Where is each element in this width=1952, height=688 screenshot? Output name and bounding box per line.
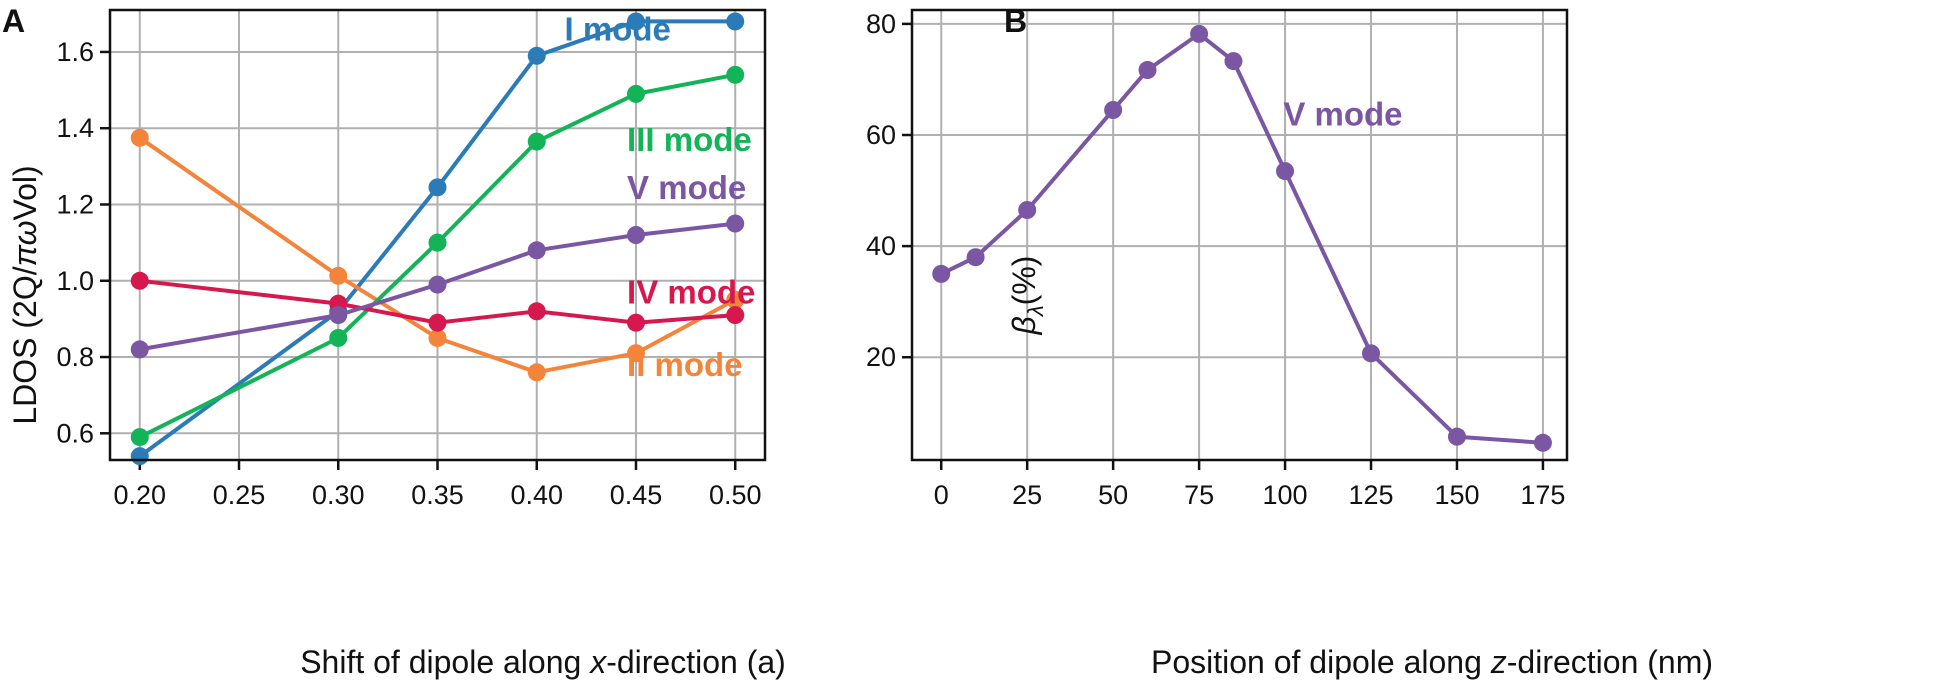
- x-axis-title-b: Position of dipole along z-direction (nm…: [1151, 644, 1713, 680]
- y-tick-label-b: 20: [866, 342, 896, 372]
- series-line-i-mode-a: [138, 19, 736, 458]
- x-tick-label-b: 175: [1520, 480, 1565, 510]
- panel-label-a: A: [2, 3, 25, 39]
- x-tick-label-a: 0.25: [213, 480, 266, 510]
- series-label-v-mode-a: V mode: [627, 169, 746, 206]
- data-point-i-mode-a: [726, 12, 745, 31]
- y-tick-label-a: 1.6: [56, 37, 94, 67]
- data-point-v-mode-a: [626, 226, 645, 244]
- data-point-ii-mode-a: [130, 128, 149, 147]
- x-tick-label-b: 125: [1348, 480, 1393, 510]
- data-point-iii-mode-a: [726, 65, 745, 84]
- data-point-v-mode-a: [527, 241, 546, 260]
- x-tick-label-b: 0: [934, 480, 949, 510]
- data-point-v-mode-b: [1104, 101, 1123, 119]
- y-tick-label-b: 40: [866, 231, 896, 261]
- x-tick-label-a: 0.50: [709, 480, 762, 510]
- data-point-v-mode-b: [966, 248, 985, 267]
- y-tick-label-b: 60: [866, 120, 896, 150]
- x-tick-label-b: 150: [1434, 480, 1479, 510]
- y-axis-title-a: LDOS (2Q/πωVol): [7, 165, 43, 424]
- data-point-iv-mode-a: [626, 313, 645, 332]
- data-point-v-mode-b: [1138, 61, 1157, 79]
- data-point-ii-mode-a: [329, 266, 348, 285]
- plot-frame-b: [910, 8, 1569, 462]
- data-point-iii-mode-a: [527, 132, 546, 151]
- series-line-v-mode-a: [139, 221, 736, 352]
- y-tick-label-a: 1.0: [56, 266, 94, 296]
- ticks-a: 0.20 0.25 0.30 0.35 0.40 0.45 0.50 0.6 0.8 1.0 1.2…: [56, 37, 761, 510]
- data-point-iii-mode-a: [130, 428, 149, 447]
- data-point-v-mode-b: [1190, 24, 1209, 43]
- data-point-v-mode-a: [130, 340, 149, 359]
- series-label-iii-mode-a: III mode: [627, 121, 752, 158]
- panel-label-b: B: [1004, 3, 1027, 39]
- data-point-i-mode-a: [626, 12, 645, 31]
- y-tick-label-a: 0.8: [56, 342, 94, 372]
- y-tick-label-a: 0.6: [56, 418, 94, 448]
- data-point-i-mode-a: [428, 178, 447, 197]
- series-b: V mode: [932, 24, 1552, 452]
- x-tick-label-a: 0.40: [510, 480, 563, 510]
- data-point-i-mode-a: [130, 447, 149, 466]
- data-point-ii-mode-a: [428, 328, 447, 347]
- data-point-v-mode-a: [428, 275, 447, 294]
- grid-b: [912, 10, 1567, 460]
- data-point-ii-mode-a: [527, 363, 546, 382]
- series-line-iii-mode-a: [138, 72, 736, 439]
- data-point-v-mode-b: [1018, 201, 1037, 219]
- y-axis-title-b: βλ(%): [1006, 256, 1048, 336]
- y-tick-label-a: 1.4: [56, 113, 94, 143]
- data-point-iv-mode-a: [726, 306, 745, 325]
- data-point-iv-mode-a: [527, 302, 546, 321]
- data-point-v-mode-b: [1447, 427, 1466, 446]
- x-tick-label-a: 0.35: [411, 480, 464, 510]
- x-tick-label-b: 75: [1184, 480, 1214, 510]
- x-tick-label-a: 0.45: [610, 480, 663, 510]
- x-tick-label-a: 0.20: [113, 480, 166, 510]
- series-label-v-mode-b: V mode: [1283, 96, 1402, 133]
- data-point-iv-mode-a: [428, 313, 447, 332]
- data-point-v-mode-b: [932, 264, 951, 283]
- data-point-v-mode-b: [1224, 52, 1243, 71]
- y-tick-label-a: 1.2: [56, 189, 94, 219]
- data-point-v-mode-b: [1362, 344, 1381, 363]
- x-tick-label-b: 50: [1098, 480, 1128, 510]
- panel-a: 0.20 0.25 0.30 0.35 0.40 0.45 0.50 0.6 0.8 1.0 1.2…: [2, 3, 786, 680]
- data-point-ii-mode-a: [726, 290, 745, 309]
- data-point-i-mode-a: [527, 46, 546, 65]
- data-point-iii-mode-a: [329, 328, 348, 347]
- data-point-iii-mode-a: [428, 233, 447, 252]
- data-point-v-mode-b: [1533, 433, 1552, 452]
- x-tick-label-b: 100: [1263, 480, 1308, 510]
- data-point-ii-mode-a: [626, 344, 645, 363]
- plot-frame-a: [108, 8, 767, 462]
- x-tick-label-b: 25: [1012, 480, 1042, 510]
- series-line-ii-mode-a: [138, 136, 737, 375]
- data-point-iv-mode-a: [130, 271, 149, 290]
- series-label-i-mode-a: I mode: [565, 11, 671, 48]
- data-point-v-mode-a: [726, 214, 745, 233]
- series-label-iv-mode-a: IV mode: [627, 274, 755, 311]
- data-point-iii-mode-a: [626, 84, 645, 103]
- series-line-iv-mode-a: [139, 278, 736, 325]
- data-point-v-mode-b: [1276, 162, 1295, 181]
- x-tick-label-a: 0.30: [312, 480, 365, 510]
- x-axis-title-a: Shift of dipole along x-direction (a): [300, 644, 786, 680]
- series-label-ii-mode-a: II mode: [627, 346, 743, 383]
- data-point-v-mode-a: [329, 306, 348, 325]
- y-tick-label-b: 80: [866, 9, 896, 39]
- panel-b: 0 25 50 75 100 125 150 175 20 40 60 80 V mode B Pos…: [866, 3, 1713, 680]
- ticks-b: 0 25 50 75 100 125 150 175 20 40 60 80: [866, 9, 1566, 510]
